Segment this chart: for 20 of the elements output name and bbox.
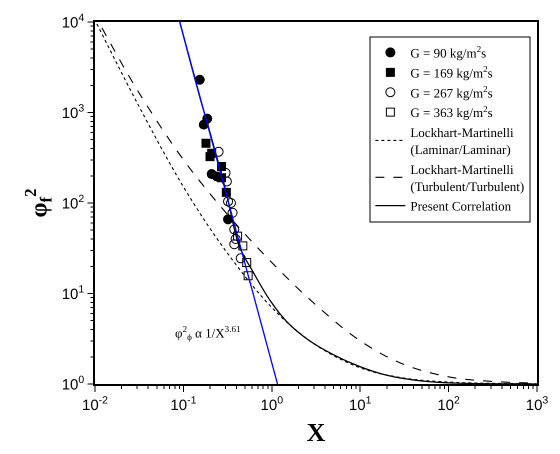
legend-label: Lockhart-Martinelli (Laminar/Laminar) (410, 125, 514, 157)
y-tick-label: 10$^{1}$ (62, 283, 84, 303)
y-tick-label: 10$^{0}$ (62, 374, 84, 394)
x-tick-label: 10$^{1}$ (348, 394, 372, 414)
x-axis-title: X (306, 418, 326, 447)
legend-label: G = 363 kg/m$^{2}$s (410, 104, 493, 120)
y-tick-label: 10$^{4}$ (62, 12, 84, 32)
x-tick-label: 10$^{3}$ (526, 394, 548, 414)
legend-label: Present Correlation (410, 198, 512, 214)
legend-label: G = 267 kg/m$^{2}$s (410, 84, 493, 100)
legend-label: Lockhart-Martinelli (Turbulent/Turbulent) (410, 162, 524, 194)
legend-label: G = 169 kg/m$^{2}$s (410, 64, 493, 80)
x-tick-label: 10$^{2}$ (437, 394, 460, 414)
x-tick-label: 10$^{0}$ (260, 394, 284, 414)
legend-label: G = 90 kg/m$^{2}$s (410, 44, 486, 60)
x-tick-label: 10$^{-2}$ (82, 394, 108, 414)
annotation: φ$^{2}$$_{ϕ}$ α 1/X$^{3.61}$ (175, 324, 241, 342)
x-tick-label: 10$^{-1}$ (170, 394, 197, 414)
y-tick-label: 10$^{3}$ (62, 102, 84, 122)
y-tick-label: 10$^{2}$ (62, 192, 84, 212)
